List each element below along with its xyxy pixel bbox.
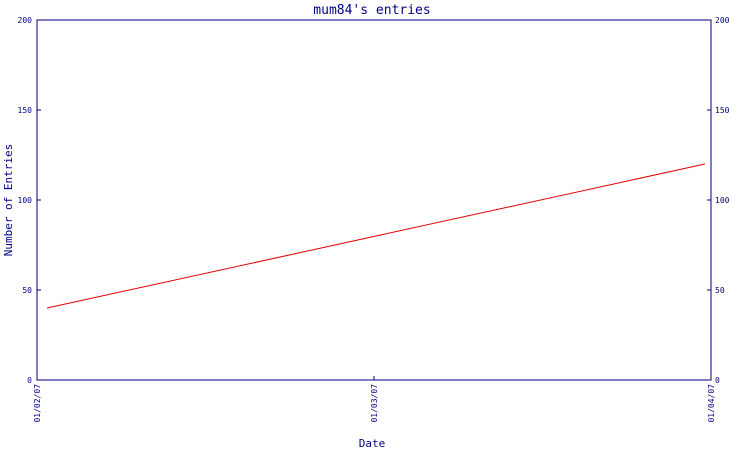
x-axis-label: Date [359, 437, 386, 450]
y-tick-label-right: 0 [715, 376, 720, 385]
x-tick-label: 01/02/07 [33, 384, 42, 423]
y-axis-label: Number of Entries [2, 144, 15, 257]
right-y-axis: 0 50 100 150 200 [707, 16, 730, 385]
plot-frame [37, 20, 711, 380]
y-tick-label-right: 50 [715, 286, 725, 295]
x-tick-label: 01/04/07 [707, 384, 716, 423]
y-tick-label-left: 0 [27, 376, 32, 385]
y-tick-label-right: 200 [715, 16, 730, 25]
plot-border [37, 20, 711, 380]
series-line [47, 164, 705, 308]
chart-title: mum84's entries [313, 3, 430, 18]
y-tick-label-left: 200 [18, 16, 33, 25]
x-tick-label: 01/03/07 [370, 384, 379, 423]
x-axis: 01/02/07 01/03/07 01/04/07 [33, 376, 716, 423]
y-tick-label-right: 150 [715, 106, 730, 115]
y-tick-label-left: 50 [22, 286, 32, 295]
y-tick-label-left: 100 [18, 196, 33, 205]
series-layer [47, 164, 705, 308]
y-tick-label-right: 100 [715, 196, 730, 205]
y-tick-label-left: 150 [18, 106, 33, 115]
